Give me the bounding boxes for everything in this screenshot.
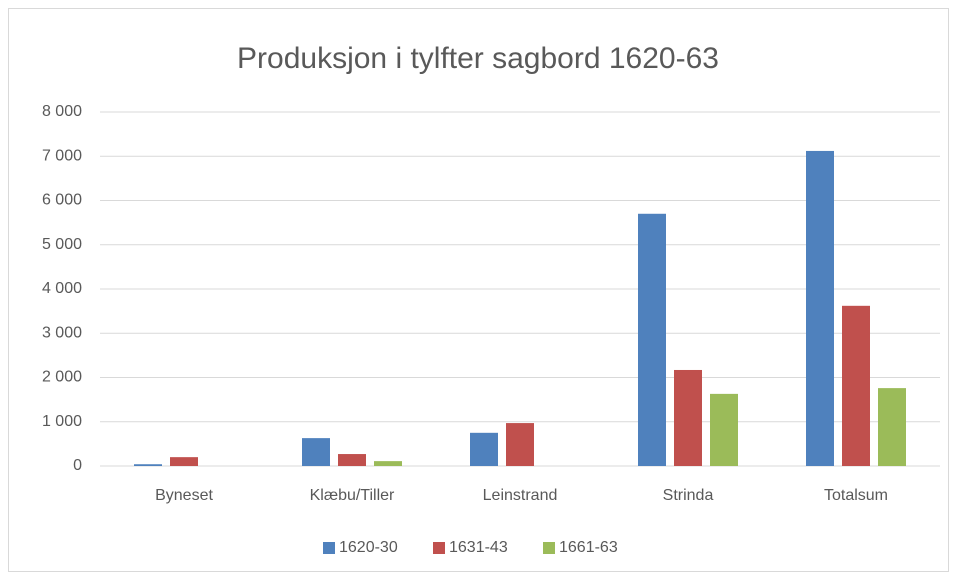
bar	[674, 369, 702, 466]
y-tick-label: 5 000	[42, 236, 82, 253]
y-tick-label: 7 000	[42, 147, 82, 164]
y-tick-label: 1 000	[42, 413, 82, 430]
legend-label: 1620-30	[339, 539, 398, 556]
legend-swatch	[543, 542, 555, 554]
x-tick-label: Leinstrand	[483, 487, 558, 504]
x-tick-label: Byneset	[155, 487, 213, 504]
legend-swatch	[433, 542, 445, 554]
bar	[338, 454, 366, 466]
legend-label: 1631-43	[449, 539, 508, 556]
bar	[170, 457, 198, 466]
bar	[710, 393, 738, 466]
bar	[878, 388, 906, 466]
bar	[374, 461, 402, 466]
y-tick-label: 8 000	[42, 103, 82, 120]
y-tick-label: 2 000	[42, 369, 82, 386]
y-tick-label: 3 000	[42, 324, 82, 341]
chart-frame	[8, 8, 949, 572]
bar	[134, 464, 162, 466]
bar	[506, 423, 534, 466]
legend-label: 1661-63	[559, 539, 618, 556]
x-tick-label: Klæbu/Tiller	[310, 487, 395, 504]
bar	[638, 213, 666, 466]
y-tick-label: 4 000	[42, 280, 82, 297]
bar	[470, 432, 498, 466]
y-tick-label: 6 000	[42, 192, 82, 209]
chart-title: Produksjon i tylfter sagbord 1620-63	[237, 42, 719, 75]
bar	[842, 305, 870, 466]
bar	[302, 438, 330, 466]
y-tick-label: 0	[73, 457, 82, 474]
x-tick-label: Totalsum	[824, 487, 888, 504]
legend-swatch	[323, 542, 335, 554]
x-tick-label: Strinda	[663, 487, 714, 504]
bar	[806, 150, 834, 466]
